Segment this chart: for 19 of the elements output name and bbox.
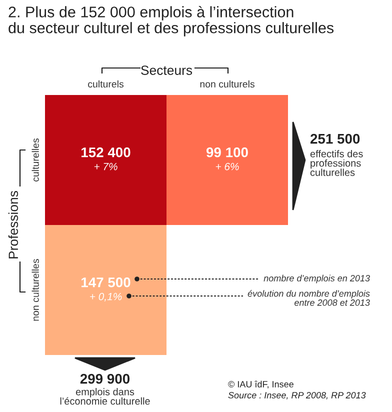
text: 251 500 effectifs des professions culturelles (310, 134, 363, 176)
x-tick-label: non culturels (200, 80, 254, 88)
annotation: + 7% (94, 162, 118, 170)
annotation: nombre d’emplois en 2013 (264, 274, 370, 284)
annotation: + 0,1% (90, 292, 122, 302)
text: 299 900 emplois dans l’économie culturelle (60, 374, 150, 405)
y-tick-label: non culturelles (32, 259, 39, 321)
y-tick-label: culturelles (32, 138, 39, 182)
data-label: 99 100 (206, 147, 248, 158)
data-label: 152 400 (82, 147, 130, 158)
chart-title: 2. Plus de 152 000 emplois à l’intersection du secteur culturel et des professions culturelles (8, 6, 334, 36)
text: © IAU îdF, Insee (228, 380, 294, 388)
data-label: 147 500 (82, 277, 130, 288)
annotation: évolution du nombre d’emplois entre 2008 et 2013 (248, 290, 370, 306)
source-note: Source : Insee, RP 2008, RP 2013 (228, 392, 366, 400)
x-axis-title: Secteurs (141, 66, 192, 75)
annotation: + 6% (216, 162, 239, 170)
y-axis-title: Professions (8, 191, 18, 258)
x-tick-label: culturels (88, 80, 124, 88)
